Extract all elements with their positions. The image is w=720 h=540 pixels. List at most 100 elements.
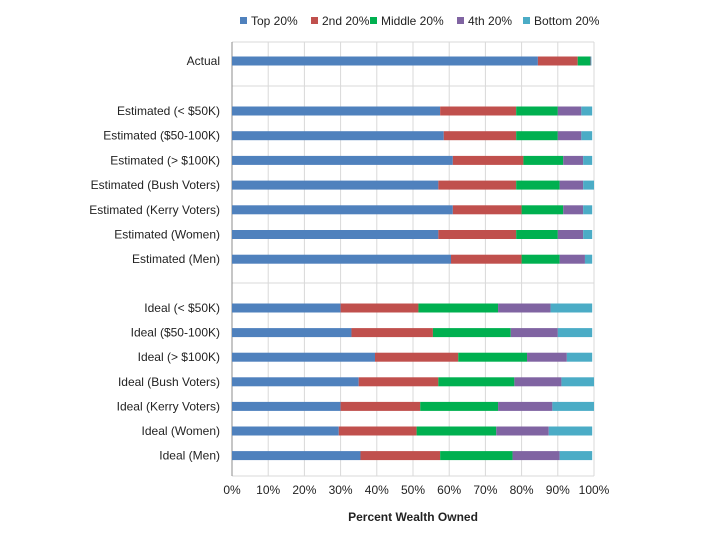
bar-2nd-20-estimated-men [451, 254, 522, 264]
category-labels: Actual Estimated (< $50K) Estimated ($50-1… [89, 54, 220, 463]
legend-label-top-20: Top 20% [251, 14, 298, 28]
bar-top-20-estimated-bush-voters [232, 180, 439, 190]
bar-4th-20-estimated-bush-voters [559, 180, 584, 190]
bar-middle-20-estimated-kerry-voters [521, 205, 564, 215]
bar-bottom-20-estimated-bush-voters [583, 180, 594, 190]
x-tick-label: 0% [223, 483, 241, 497]
category-label: Estimated (Men) [132, 252, 220, 266]
bar-4th-20-estimated-men [559, 254, 585, 264]
category-label: Actual [187, 54, 220, 68]
bar-bottom-20-ideal-bush-voters [561, 377, 594, 387]
bar-2nd-20-estimated-bush-voters [438, 180, 517, 190]
bar-4th-20-ideal-kerry-voters [498, 401, 553, 411]
bar-bottom-20-estimated-men [584, 254, 593, 264]
bar-bottom-20-ideal-50-100k [557, 328, 593, 338]
bar-4th-20-estimated-50k [557, 106, 582, 116]
bar-bottom-20-estimated-50-100k [581, 131, 593, 141]
category-label: Estimated (< $50K) [117, 104, 220, 118]
bar-top-20-estimated-100k [232, 155, 453, 165]
bar-bottom-20-estimated-women [583, 230, 593, 239]
category-label: Ideal (< $50K) [144, 301, 220, 315]
bar-4th-20-ideal-100k [527, 352, 567, 362]
bar-middle-20-ideal-women [416, 426, 497, 436]
bar-middle-20-ideal-kerry-voters [420, 401, 499, 411]
bar-2nd-20-ideal-bush-voters [358, 377, 439, 387]
bar-2nd-20-estimated-women [438, 230, 517, 239]
bar-2nd-20-estimated-50k [440, 106, 517, 116]
category-label: Ideal ($50-100K) [131, 326, 220, 340]
legend-label-2nd-20: 2nd 20% [322, 14, 370, 28]
bar-top-20-ideal-men [232, 451, 361, 461]
legend-swatch-bottom-20 [523, 17, 530, 24]
bar-2nd-20-estimated-100k [452, 155, 524, 165]
bar-2nd-20-ideal-100k [374, 352, 459, 362]
bar-top-20-ideal-women [232, 426, 339, 436]
bar-top-20-ideal-bush-voters [232, 377, 359, 387]
category-label: Estimated (Bush Voters) [91, 178, 220, 192]
bar-top-20-estimated-men [232, 254, 452, 264]
bar-4th-20-estimated-100k [563, 155, 584, 165]
bar-2nd-20-estimated-kerry-voters [452, 205, 522, 215]
bar-4th-20-estimated-50-100k [557, 131, 582, 141]
legend-swatch-middle-20 [370, 17, 377, 24]
bar-4th-20-estimated-women [557, 230, 584, 239]
bar-top-20-estimated-kerry-voters [232, 205, 453, 215]
bar-2nd-20-actual [537, 56, 578, 66]
x-axis-ticks: 0% 10% 20% 30% 40% 50% 60% 70% 80% 90% 100% [223, 483, 609, 497]
bar-middle-20-estimated-women [516, 230, 558, 239]
category-label: Estimated (> $100K) [110, 153, 220, 167]
bar-4th-20-ideal-50-100k [510, 328, 558, 338]
bar-top-20-estimated-women [232, 230, 439, 239]
bar-middle-20-estimated-bush-voters [516, 180, 560, 190]
bar-middle-20-estimated-men [521, 254, 560, 264]
bar-4th-20-ideal-bush-voters [514, 377, 562, 387]
bar-bottom-20-ideal-100k [566, 352, 593, 362]
bar-middle-20-ideal-100k [458, 352, 528, 362]
x-tick-label: 40% [365, 483, 389, 497]
legend-swatch-2nd-20 [311, 17, 318, 24]
category-label: Ideal (> $100K) [138, 350, 220, 364]
bar-2nd-20-ideal-50k [340, 303, 419, 313]
bar-bottom-20-estimated-kerry-voters [583, 205, 593, 215]
bar-2nd-20-ideal-women [338, 426, 417, 436]
legend-swatch-4th-20 [457, 17, 464, 24]
bar-bottom-20-ideal-men [559, 451, 593, 461]
bar-middle-20-ideal-50k [418, 303, 499, 313]
bar-4th-20-actual [590, 56, 592, 66]
bar-top-20-ideal-50-100k [232, 328, 352, 338]
bar-top-20-ideal-50k [232, 303, 341, 313]
bar-bottom-20-estimated-100k [583, 155, 593, 165]
x-axis-title: Percent Wealth Owned [348, 510, 478, 524]
bar-top-20-ideal-100k [232, 352, 375, 362]
bar-top-20-actual [232, 56, 538, 66]
category-label: Estimated ($50-100K) [103, 129, 220, 143]
bar-middle-20-estimated-100k [523, 155, 564, 165]
bar-bottom-20-ideal-women [548, 426, 593, 436]
bar-4th-20-ideal-50k [498, 303, 551, 313]
bar-2nd-20-ideal-50-100k [351, 328, 433, 338]
x-tick-label: 80% [510, 483, 534, 497]
bar-top-20-estimated-50k [232, 106, 441, 116]
bar-bottom-20-estimated-50k [581, 106, 593, 116]
chart-legend: Top 20% 2nd 20% Middle 20% 4th 20% Bottom 20… [240, 14, 600, 28]
category-label: Estimated (Women) [114, 228, 220, 242]
category-label: Ideal (Men) [159, 449, 220, 463]
bar-2nd-20-ideal-men [360, 451, 441, 461]
bar-top-20-estimated-50-100k [232, 131, 444, 141]
x-tick-label: 50% [401, 483, 425, 497]
bar-2nd-20-ideal-kerry-voters [340, 401, 421, 411]
bar-4th-20-ideal-men [512, 451, 560, 461]
bar-middle-20-actual [577, 56, 591, 66]
x-tick-label: 100% [579, 483, 610, 497]
x-tick-label: 60% [437, 483, 461, 497]
category-label: Ideal (Kerry Voters) [117, 399, 220, 413]
bar-bottom-20-ideal-kerry-voters [552, 401, 594, 411]
chart-bars [232, 56, 594, 461]
bar-middle-20-estimated-50k [516, 106, 558, 116]
legend-label-bottom-20: Bottom 20% [534, 14, 600, 28]
x-tick-label: 10% [256, 483, 280, 497]
x-tick-label: 90% [546, 483, 570, 497]
bar-4th-20-ideal-women [496, 426, 549, 436]
bar-middle-20-ideal-50-100k [432, 328, 511, 338]
